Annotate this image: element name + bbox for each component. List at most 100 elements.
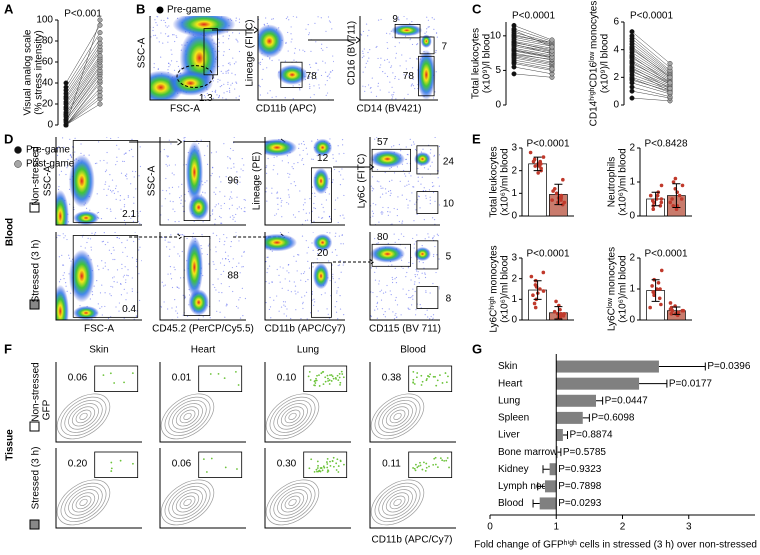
event-dot bbox=[211, 166, 214, 168]
event-dot bbox=[425, 290, 427, 292]
event-dot bbox=[154, 34, 157, 36]
event-dot bbox=[288, 194, 290, 196]
event-dot bbox=[89, 298, 91, 300]
contour bbox=[288, 412, 297, 420]
event-dot bbox=[266, 172, 268, 174]
event-dot bbox=[295, 309, 297, 311]
data-point bbox=[97, 17, 103, 23]
event-dot bbox=[60, 170, 63, 172]
arrow bbox=[333, 258, 375, 266]
event-dot bbox=[106, 137, 108, 138]
event-dot bbox=[405, 68, 408, 70]
event-dot bbox=[236, 208, 238, 210]
event-dot bbox=[429, 165, 431, 167]
event-dot bbox=[370, 267, 372, 269]
event-dot bbox=[177, 65, 180, 68]
density-blob bbox=[313, 138, 333, 157]
pair-line bbox=[65, 98, 101, 126]
contour bbox=[160, 479, 215, 526]
event-dot bbox=[265, 191, 267, 193]
event-dot bbox=[412, 467, 414, 469]
event-dot bbox=[141, 260, 142, 262]
event-dot bbox=[421, 245, 423, 247]
event-dot bbox=[376, 302, 378, 305]
event-dot bbox=[414, 148, 417, 151]
data-point bbox=[671, 180, 676, 184]
event-dot bbox=[334, 199, 337, 201]
panel-letter: D bbox=[4, 131, 13, 146]
event-dot bbox=[302, 140, 305, 143]
event-dot bbox=[416, 270, 418, 272]
density-blob bbox=[313, 167, 329, 195]
panel-letter: F bbox=[4, 341, 12, 356]
event-dot bbox=[424, 32, 426, 34]
event-dot bbox=[384, 72, 386, 74]
event-dot bbox=[374, 279, 377, 281]
event-dot bbox=[412, 295, 414, 297]
event-dot bbox=[114, 232, 116, 233]
event-dot bbox=[299, 154, 301, 156]
event-dot bbox=[276, 192, 278, 194]
event-dot bbox=[321, 43, 323, 45]
event-dot bbox=[284, 60, 287, 62]
event-dot bbox=[123, 317, 125, 319]
gate-value: 24 bbox=[443, 156, 455, 167]
plot-axes bbox=[159, 448, 246, 529]
event-dot bbox=[214, 286, 216, 289]
event-dot bbox=[311, 192, 313, 194]
event-dot bbox=[138, 238, 140, 240]
event-dot bbox=[422, 262, 424, 264]
event-dot bbox=[302, 301, 304, 303]
event-dot bbox=[313, 470, 316, 473]
event-dot bbox=[87, 237, 89, 240]
event-dot bbox=[235, 235, 237, 237]
gate-value: 0.38 bbox=[382, 373, 402, 384]
event-dot bbox=[375, 95, 378, 97]
data-point bbox=[552, 309, 557, 314]
event-dot bbox=[372, 212, 375, 215]
event-dot bbox=[434, 375, 436, 378]
event-dot bbox=[233, 137, 235, 138]
contour bbox=[277, 403, 308, 430]
contour-plot bbox=[265, 393, 320, 440]
event-dot bbox=[377, 57, 379, 60]
contour bbox=[393, 498, 402, 506]
event-dot bbox=[410, 85, 412, 87]
event-dot bbox=[210, 175, 212, 177]
data-point bbox=[670, 308, 675, 313]
event-dot bbox=[201, 95, 203, 97]
data-point bbox=[658, 287, 662, 291]
event-dot bbox=[58, 186, 60, 188]
gate bbox=[94, 365, 139, 393]
event-dot bbox=[278, 310, 280, 312]
data-point bbox=[651, 290, 656, 294]
event-dot bbox=[337, 221, 339, 224]
event-dot bbox=[157, 16, 159, 18]
event-dot bbox=[198, 318, 200, 320]
event-dot bbox=[384, 316, 386, 318]
event-dot bbox=[214, 206, 216, 208]
event-dot bbox=[216, 94, 218, 96]
event-dot bbox=[120, 283, 122, 285]
event-dot bbox=[419, 464, 422, 467]
data-point bbox=[667, 85, 673, 91]
event-dot bbox=[131, 290, 133, 292]
row-label: Non-stressed bbox=[31, 362, 42, 421]
event-dot bbox=[381, 308, 384, 310]
data-point bbox=[667, 74, 673, 80]
event-dot bbox=[332, 157, 334, 159]
contour-plot bbox=[160, 479, 215, 526]
event-dot bbox=[101, 260, 103, 262]
y-tick-label: 1 bbox=[511, 294, 517, 305]
event-dot bbox=[437, 177, 439, 179]
event-dot bbox=[312, 232, 314, 233]
event-dot bbox=[113, 276, 115, 278]
density-blob bbox=[73, 210, 99, 225]
p-value: P=0.6098 bbox=[591, 413, 635, 424]
event-dot bbox=[308, 267, 311, 269]
event-dot bbox=[165, 25, 167, 27]
density-plot bbox=[160, 137, 246, 225]
data-point bbox=[670, 197, 674, 201]
event-dot bbox=[433, 235, 435, 237]
pair-line bbox=[631, 56, 671, 84]
